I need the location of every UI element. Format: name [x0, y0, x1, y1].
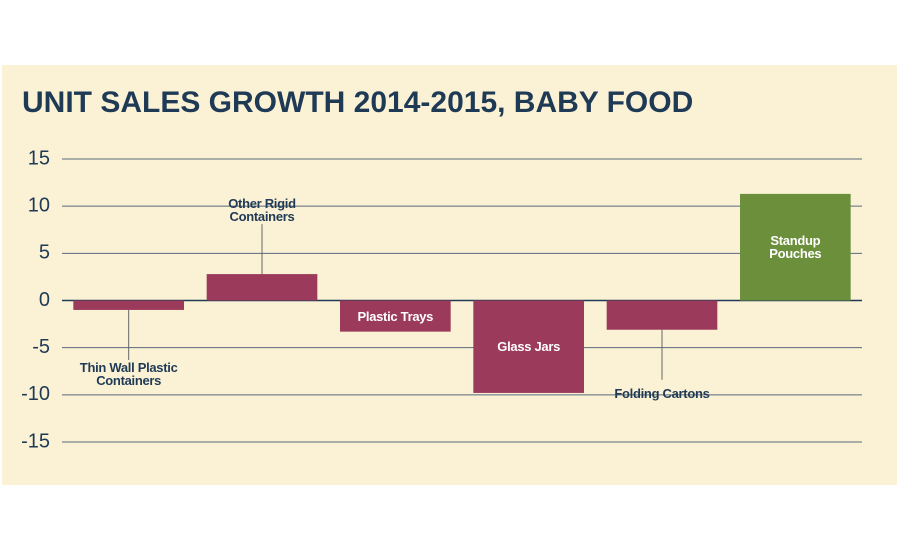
category-label: Standup Pouches: [769, 233, 822, 262]
bar: [473, 300, 584, 393]
bar: [340, 300, 451, 332]
category-label: Other Rigid Containers: [228, 196, 296, 225]
data-label-box: Thin Wall Plastic Containers: [79, 359, 178, 388]
y-tick-label: 10: [28, 194, 50, 216]
bar: [740, 193, 851, 301]
chart-title: UNIT SALES GROWTH 2014-2015, BABY FOOD: [22, 86, 693, 119]
y-tick-label: -10: [21, 383, 50, 405]
data-label-box: Other Rigid Containers: [228, 196, 296, 225]
category-label: Glass Jars: [497, 339, 561, 355]
y-tick-label: -15: [21, 430, 50, 452]
data-label-box: Standup Pouches: [769, 233, 822, 262]
category-label: Thin Wall Plastic Containers: [79, 359, 178, 388]
y-tick-label: 5: [39, 242, 50, 264]
y-tick-label: 0: [39, 289, 50, 311]
y-tick-label: 15: [28, 147, 50, 169]
bar: [606, 300, 718, 330]
data-label-box: Glass Jars: [497, 339, 561, 355]
y-tick-label: -5: [32, 336, 50, 358]
category-label: Plastic Trays: [357, 308, 434, 324]
data-label-box: Folding Cartons: [614, 386, 710, 402]
category-label: Folding Cartons: [614, 386, 710, 402]
bar: [73, 300, 184, 310]
bar: [206, 274, 318, 301]
data-label-box: Plastic Trays: [357, 308, 434, 324]
